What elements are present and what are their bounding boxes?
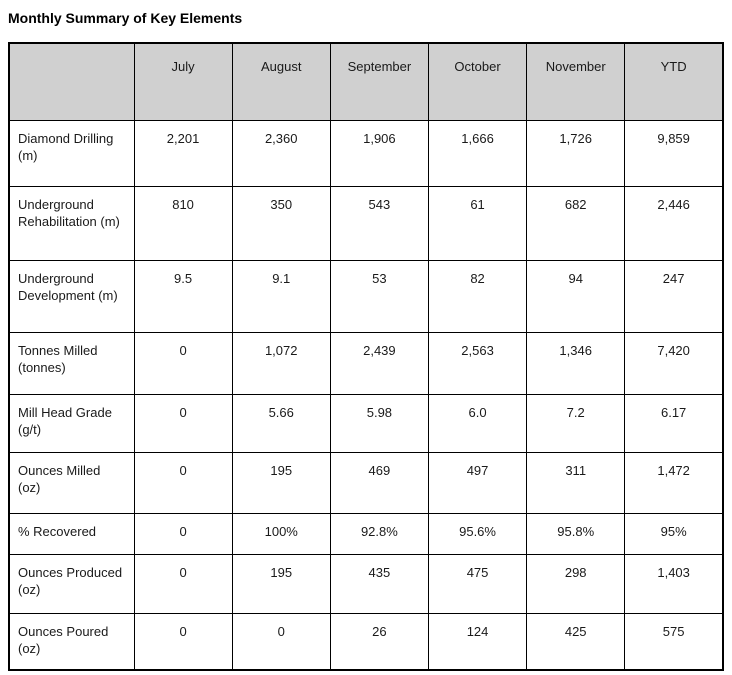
value-cell: 0 xyxy=(133,393,233,453)
table-row: Diamond Drilling (m) 2,201 2,360 1,906 1,666… xyxy=(8,119,724,187)
value-cell: 298 xyxy=(526,553,626,614)
value-cell: 0 xyxy=(133,512,233,555)
value-cell: 0 xyxy=(133,612,233,671)
value-cell: 1,472 xyxy=(624,451,724,514)
value-cell: 5.66 xyxy=(231,393,331,453)
value-cell: 0 xyxy=(231,612,331,671)
value-cell: 1,072 xyxy=(231,331,331,395)
value-cell: 2,201 xyxy=(133,119,233,187)
table-row: Underground Development (m) 9.5 9.1 53 82 94 2… xyxy=(8,259,724,333)
value-cell: 0 xyxy=(133,451,233,514)
value-cell: 0 xyxy=(133,331,233,395)
value-cell: 53 xyxy=(329,259,429,333)
page-title: Monthly Summary of Key Elements xyxy=(8,10,243,26)
value-cell: 497 xyxy=(427,451,528,514)
row-label: Ounces Milled (oz) xyxy=(8,451,135,514)
value-cell: 575 xyxy=(624,612,724,671)
row-label: Ounces Poured (oz) xyxy=(8,612,135,671)
row-label: % Recovered xyxy=(8,512,135,555)
value-cell: 5.98 xyxy=(329,393,429,453)
table-row: Tonnes Milled (tonnes) 0 1,072 2,439 2,563 1,… xyxy=(8,331,724,395)
row-label: Mill Head Grade (g/t) xyxy=(8,393,135,453)
header-cell-july: July xyxy=(133,42,233,121)
table-row: % Recovered 0 100% 92.8% 95.6% 95.8% 95% xyxy=(8,512,724,555)
row-label: Ounces Produced (oz) xyxy=(8,553,135,614)
value-cell: 810 xyxy=(133,185,233,261)
row-label: Diamond Drilling (m) xyxy=(8,119,135,187)
value-cell: 6.0 xyxy=(427,393,528,453)
value-cell: 124 xyxy=(427,612,528,671)
value-cell: 435 xyxy=(329,553,429,614)
value-cell: 100% xyxy=(231,512,331,555)
row-label: Underground Rehabilitation (m) xyxy=(8,185,135,261)
header-cell-september: September xyxy=(329,42,429,121)
value-cell: 247 xyxy=(624,259,724,333)
value-cell: 0 xyxy=(133,553,233,614)
value-cell: 1,346 xyxy=(526,331,626,395)
header-cell-blank xyxy=(8,42,135,121)
value-cell: 94 xyxy=(526,259,626,333)
value-cell: 682 xyxy=(526,185,626,261)
value-cell: 425 xyxy=(526,612,626,671)
value-cell: 195 xyxy=(231,553,331,614)
header-cell-august: August xyxy=(231,42,331,121)
table-row: Ounces Poured (oz) 0 0 26 124 425 575 xyxy=(8,612,724,671)
table-header: July August September October November YTD xyxy=(8,42,724,121)
row-label: Underground Development (m) xyxy=(8,259,135,333)
value-cell: 1,906 xyxy=(329,119,429,187)
value-cell: 95% xyxy=(624,512,724,555)
row-label: Tonnes Milled (tonnes) xyxy=(8,331,135,395)
value-cell: 2,360 xyxy=(231,119,331,187)
value-cell: 7,420 xyxy=(624,331,724,395)
value-cell: 9.5 xyxy=(133,259,233,333)
value-cell: 95.8% xyxy=(526,512,626,555)
value-cell: 26 xyxy=(329,612,429,671)
value-cell: 2,563 xyxy=(427,331,528,395)
monthly-summary-table: July August September October November YTD Di… xyxy=(8,42,724,671)
value-cell: 195 xyxy=(231,451,331,514)
value-cell: 475 xyxy=(427,553,528,614)
value-cell: 1,666 xyxy=(427,119,528,187)
value-cell: 1,726 xyxy=(526,119,626,187)
header-cell-ytd: YTD xyxy=(624,42,724,121)
value-cell: 311 xyxy=(526,451,626,514)
value-cell: 1,403 xyxy=(624,553,724,614)
table-header-row: July August September October November YTD xyxy=(8,42,724,121)
value-cell: 61 xyxy=(427,185,528,261)
value-cell: 92.8% xyxy=(329,512,429,555)
table-row: Ounces Milled (oz) 0 195 469 497 311 1,472 xyxy=(8,451,724,514)
value-cell: 469 xyxy=(329,451,429,514)
value-cell: 95.6% xyxy=(427,512,528,555)
value-cell: 543 xyxy=(329,185,429,261)
value-cell: 82 xyxy=(427,259,528,333)
value-cell: 350 xyxy=(231,185,331,261)
header-cell-october: October xyxy=(427,42,528,121)
value-cell: 2,446 xyxy=(624,185,724,261)
value-cell: 6.17 xyxy=(624,393,724,453)
table-row: Ounces Produced (oz) 0 195 435 475 298 1,403 xyxy=(8,553,724,614)
table-row: Mill Head Grade (g/t) 0 5.66 5.98 6.0 7.2 6.17 xyxy=(8,393,724,453)
header-cell-november: November xyxy=(526,42,626,121)
value-cell: 7.2 xyxy=(526,393,626,453)
value-cell: 9.1 xyxy=(231,259,331,333)
value-cell: 9,859 xyxy=(624,119,724,187)
table-body: Diamond Drilling (m) 2,201 2,360 1,906 1,666… xyxy=(8,119,724,671)
value-cell: 2,439 xyxy=(329,331,429,395)
table-row: Underground Rehabilitation (m) 810 350 543 6… xyxy=(8,185,724,261)
